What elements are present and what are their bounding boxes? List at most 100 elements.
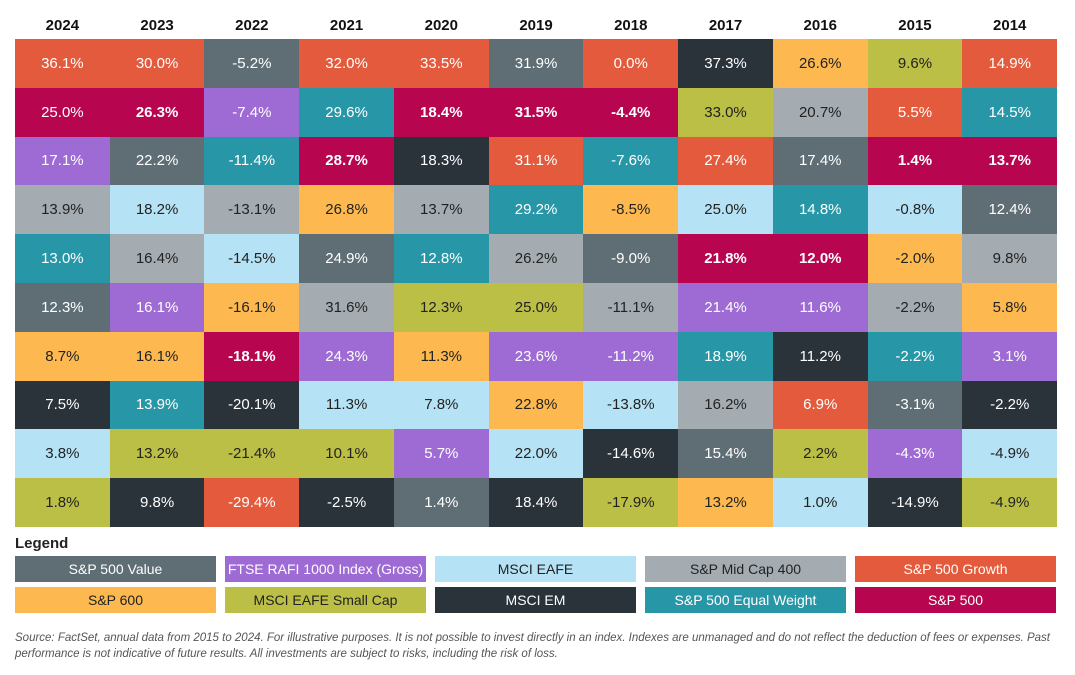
rank-row-2: 25.0% 26.3% -7.4% 29.6% 18.4% 31.5% -4.4% 33.0%…	[15, 87, 1058, 137]
return-cell-2021-rank-9: 10.1%	[299, 429, 394, 479]
returns-table: 2024 2023 2022 2021 2020 2019 2018 2017 2016 2015…	[15, 12, 1058, 527]
return-cell-2015-rank-1: 9.6%	[867, 39, 963, 88]
rank-row-8: 7.5% 13.9% -20.1% 11.3% 7.8% 22.8% -13.8% 16.2%…	[15, 380, 1058, 430]
legend-item-sp600: S&P 600	[15, 587, 216, 613]
return-cell-2016-rank-9: 2.2%	[772, 429, 868, 479]
return-cell-2023-rank-4: 18.2%	[109, 185, 205, 235]
return-cell-2016-rank-4: 14.8%	[772, 185, 868, 235]
return-cell-2024-rank-6: 12.3%	[15, 282, 110, 332]
return-cell-2016-rank-8: 6.9%	[772, 380, 868, 430]
year-header-2018: 2018	[614, 17, 648, 34]
return-cell-2020-rank-7: 11.3%	[393, 331, 489, 381]
return-cell-2019-rank-3: 31.1%	[488, 136, 584, 186]
return-cell-2018-rank-7: -11.2%	[583, 331, 679, 381]
return-cell-2021-rank-10: -2.5%	[299, 478, 394, 527]
return-cell-2016-rank-10: 1.0%	[772, 478, 868, 527]
return-cell-2014-rank-5: 9.8%	[962, 234, 1058, 283]
return-cell-2015-rank-4: -0.8%	[867, 185, 963, 235]
return-cell-2016-rank-2: 20.7%	[772, 87, 868, 137]
return-cell-2021-rank-6: 31.6%	[299, 282, 394, 332]
return-cell-2021-rank-3: 28.7%	[299, 136, 394, 186]
return-cell-2021-rank-8: 11.3%	[299, 380, 394, 430]
return-cell-2019-rank-2: 31.5%	[488, 87, 584, 137]
source-note: Source: FactSet, annual data from 2015 t…	[15, 632, 1050, 660]
return-cell-2014-rank-1: 14.9%	[962, 39, 1058, 88]
return-cell-2022-rank-7: -18.1%	[204, 331, 300, 381]
return-cell-2022-rank-5: -14.5%	[204, 234, 300, 283]
return-cell-2014-rank-10: -4.9%	[962, 478, 1058, 527]
return-cell-2022-rank-4: -13.1%	[204, 185, 300, 235]
rank-row-3: 17.1% 22.2% -11.4% 28.7% 18.3% 31.1% -7.6% 27.4…	[15, 136, 1058, 186]
year-header-2017: 2017	[708, 17, 743, 34]
return-cell-2014-rank-2: 14.5%	[962, 87, 1058, 137]
return-cell-2022-rank-6: -16.1%	[204, 282, 300, 332]
return-cell-2022-rank-3: -11.4%	[204, 136, 300, 186]
return-cell-2015-rank-5: -2.0%	[867, 234, 963, 283]
return-cell-2019-rank-7: 23.6%	[488, 331, 584, 381]
return-cell-2017-rank-9: 15.4%	[678, 429, 773, 479]
return-cell-2016-rank-7: 11.2%	[772, 331, 868, 381]
return-cell-2016-rank-1: 26.6%	[772, 39, 868, 88]
return-cell-2015-rank-2: 5.5%	[867, 87, 963, 137]
return-cell-2020-rank-3: 18.3%	[393, 136, 489, 186]
return-cell-2017-rank-4: 25.0%	[678, 185, 773, 235]
return-cell-2015-rank-9: -4.3%	[867, 429, 963, 479]
return-cell-2016-rank-5: 12.0%	[772, 234, 868, 283]
return-cell-2021-rank-4: 26.8%	[299, 185, 394, 235]
return-cell-2023-rank-7: 16.1%	[109, 331, 205, 381]
legend-item-eafe: MSCI EAFE	[435, 556, 636, 582]
return-cell-2024-rank-9: 3.8%	[15, 429, 110, 479]
return-cell-2024-rank-7: 8.7%	[15, 331, 110, 381]
return-cell-2023-rank-1: 30.0%	[109, 39, 205, 88]
return-cell-2023-rank-3: 22.2%	[109, 136, 205, 186]
return-cell-2018-rank-4: -8.5%	[583, 185, 679, 235]
return-cell-2024-rank-8: 7.5%	[15, 380, 110, 430]
return-cell-2020-rank-8: 7.8%	[393, 380, 489, 430]
return-cell-2020-rank-1: 33.5%	[393, 39, 489, 88]
rank-row-5: 13.0% 16.4% -14.5% 24.9% 12.8% 26.2% -9.0% 21.8…	[15, 234, 1058, 283]
return-cell-2019-rank-5: 26.2%	[488, 234, 584, 283]
return-cell-2015-rank-3: 1.4%	[867, 136, 963, 186]
legend-item-value: S&P 500 Value	[15, 556, 216, 582]
return-cell-2024-rank-3: 17.1%	[15, 136, 110, 186]
return-cell-2023-rank-9: 13.2%	[109, 429, 205, 479]
return-cell-2017-rank-1: 37.3%	[678, 39, 773, 88]
return-cell-2020-rank-9: 5.7%	[393, 429, 489, 479]
return-cell-2021-rank-2: 29.6%	[299, 87, 394, 137]
return-cell-2014-rank-4: 12.4%	[962, 185, 1058, 235]
year-header-2023: 2023	[140, 17, 174, 34]
rank-row-10: 1.8% 9.8% -29.4% -2.5% 1.4% 18.4% -17.9% 13.2% 1…	[15, 478, 1058, 527]
legend: Legend S&P 500 Value FTSE RAFI 1000 Index…	[15, 534, 1057, 613]
return-cell-2020-rank-10: 1.4%	[393, 478, 489, 527]
year-header-2014: 2014	[993, 17, 1027, 34]
return-cell-2018-rank-2: -4.4%	[583, 87, 679, 137]
return-cell-2019-rank-1: 31.9%	[488, 39, 584, 88]
return-cell-2015-rank-10: -14.9%	[867, 478, 963, 527]
rank-row-7: 8.7% 16.1% -18.1% 24.3% 11.3% 23.6% -11.2% 18.9…	[15, 331, 1058, 381]
return-cell-2014-rank-3: 13.7%	[962, 136, 1058, 186]
return-cell-2018-rank-5: -9.0%	[583, 234, 679, 283]
return-cell-2020-rank-4: 13.7%	[393, 185, 489, 235]
legend-title: Legend	[15, 535, 69, 552]
return-cell-2022-rank-9: -21.4%	[204, 429, 300, 479]
return-cell-2016-rank-3: 17.4%	[772, 136, 868, 186]
legend-item-eqweight: S&P 500 Equal Weight	[645, 587, 846, 613]
return-cell-2018-rank-1: 0.0%	[583, 39, 679, 88]
legend-item-rafi: FTSE RAFI 1000 Index (Gross)	[225, 556, 426, 582]
year-header-2022: 2022	[235, 17, 269, 34]
return-cell-2018-rank-6: -11.1%	[583, 282, 679, 332]
rank-row-6: 12.3% 16.1% -16.1% 31.6% 12.3% 25.0% -11.1% 21.…	[15, 282, 1058, 332]
return-cell-2020-rank-5: 12.8%	[393, 234, 489, 283]
legend-item-eafesmall: MSCI EAFE Small Cap	[225, 587, 426, 613]
year-header-2020: 2020	[424, 17, 458, 34]
return-cell-2019-rank-10: 18.4%	[488, 478, 584, 527]
return-cell-2015-rank-7: -2.2%	[867, 331, 963, 381]
rank-row-9: 3.8% 13.2% -21.4% 10.1% 5.7% 22.0% -14.6% 15.4%…	[15, 429, 1058, 479]
year-header-2024: 2024	[45, 17, 80, 34]
return-cell-2024-rank-2: 25.0%	[15, 87, 110, 137]
return-cell-2019-rank-6: 25.0%	[488, 282, 584, 332]
return-cell-2023-rank-6: 16.1%	[109, 282, 205, 332]
year-header-2021: 2021	[329, 17, 364, 34]
return-cell-2018-rank-3: -7.6%	[583, 136, 679, 186]
return-cell-2015-rank-6: -2.2%	[867, 282, 963, 332]
